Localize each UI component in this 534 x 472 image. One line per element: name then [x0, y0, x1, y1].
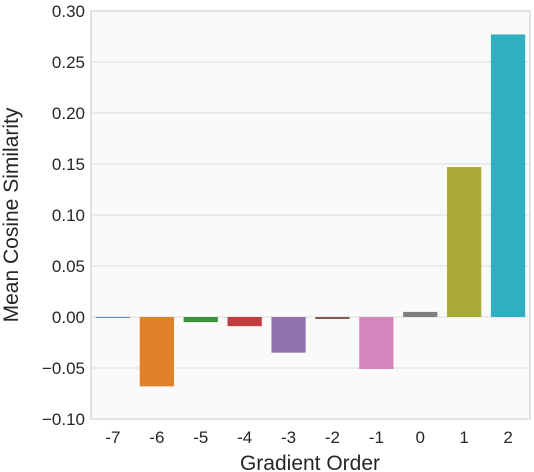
plot-frame	[90, 10, 531, 420]
y-tick-label: −0.05	[42, 359, 85, 378]
x-tick-labels: -7 -6 -5 -4 -3 -2 -1 0 1 2	[105, 428, 512, 447]
y-tick-label: 0.30	[52, 2, 85, 21]
bars	[95, 34, 526, 387]
y-axis-title: Mean Cosine Similarity	[0, 107, 23, 322]
bar--7	[95, 317, 131, 318]
x-axis-title: Gradient Order	[240, 452, 380, 472]
x-tick-label: -1	[369, 428, 384, 447]
y-tick-label: 0.05	[52, 257, 85, 276]
y-tick-label: 0.00	[52, 308, 85, 327]
bar-2	[490, 34, 526, 318]
x-tick-label: -4	[237, 428, 252, 447]
x-tick-label: 0	[416, 428, 425, 447]
x-tick-label: -6	[149, 428, 164, 447]
x-tick-label: 1	[459, 428, 468, 447]
y-tick-label: 0.25	[52, 53, 85, 72]
x-tick-label: -3	[281, 428, 296, 447]
bar--4	[227, 317, 262, 327]
bar--5	[183, 317, 218, 323]
bar--1	[359, 317, 394, 370]
y-tick-label: −0.10	[42, 410, 85, 429]
bar--6	[139, 317, 174, 387]
x-tick-label: -5	[193, 428, 208, 447]
x-tick-label: -7	[105, 428, 120, 447]
bar-1	[447, 167, 482, 317]
y-tick-label: 0.10	[52, 206, 85, 225]
bar--3	[271, 317, 306, 353]
y-tick-label: 0.20	[52, 104, 85, 123]
bar--2	[315, 317, 350, 320]
y-tick-label: 0.15	[52, 155, 85, 174]
x-tick-label: 2	[503, 428, 512, 447]
bar-0	[403, 311, 438, 317]
x-tick-label: -2	[325, 428, 340, 447]
y-tick-labels: −0.10 −0.05 0.00 0.05 0.10 0.15 0.20 0.25 0.30	[42, 2, 85, 429]
